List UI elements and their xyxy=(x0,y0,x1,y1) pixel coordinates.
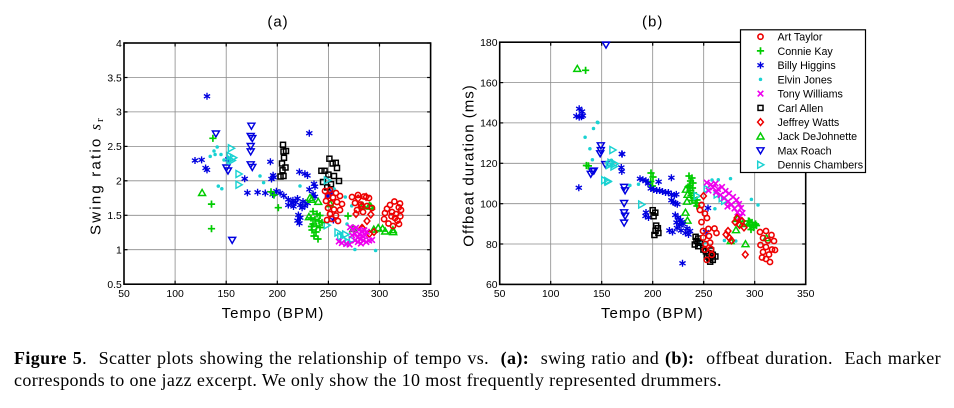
svg-text:150: 150 xyxy=(218,289,236,300)
svg-text:Tempo (BPM): Tempo (BPM) xyxy=(601,305,704,322)
svg-text:Billy Higgins: Billy Higgins xyxy=(778,60,836,72)
svg-text:2: 2 xyxy=(116,177,122,188)
svg-text:Jeffrey Watts: Jeffrey Watts xyxy=(778,117,840,129)
svg-text:350: 350 xyxy=(422,289,440,300)
svg-text:250: 250 xyxy=(320,289,338,300)
svg-text:3: 3 xyxy=(116,108,122,119)
svg-text:300: 300 xyxy=(746,289,764,300)
svg-text:3.5: 3.5 xyxy=(107,73,122,84)
svg-text:Offbeat duration (ms): Offbeat duration (ms) xyxy=(461,84,478,246)
svg-text:(b): (b) xyxy=(642,14,663,31)
svg-text:1.5: 1.5 xyxy=(107,211,122,222)
svg-text:180: 180 xyxy=(480,38,498,49)
svg-text:60: 60 xyxy=(486,280,498,291)
svg-text:Swing ratio sr: Swing ratio sr xyxy=(87,116,106,235)
svg-text:160: 160 xyxy=(480,78,498,89)
svg-text:Max Roach: Max Roach xyxy=(778,145,832,157)
svg-text:100: 100 xyxy=(166,289,184,300)
svg-text:250: 250 xyxy=(695,289,713,300)
svg-text:200: 200 xyxy=(269,289,287,300)
svg-text:0.5: 0.5 xyxy=(107,280,122,291)
svg-text:Elvin Jones: Elvin Jones xyxy=(778,74,833,86)
svg-text:80: 80 xyxy=(486,240,498,251)
svg-text:50: 50 xyxy=(494,289,506,300)
svg-text:2.5: 2.5 xyxy=(107,142,122,153)
svg-text:4: 4 xyxy=(116,39,122,50)
svg-text:120: 120 xyxy=(480,159,498,170)
svg-text:200: 200 xyxy=(644,289,662,300)
svg-text:50: 50 xyxy=(118,289,130,300)
svg-text:100: 100 xyxy=(542,289,560,300)
svg-text:Dennis Chambers: Dennis Chambers xyxy=(778,160,864,172)
svg-text:350: 350 xyxy=(797,289,815,300)
svg-text:(a): (a) xyxy=(267,14,288,31)
svg-text:Connie Kay: Connie Kay xyxy=(778,46,834,58)
svg-text:Carl Allen: Carl Allen xyxy=(778,103,824,115)
svg-text:Tony Williams: Tony Williams xyxy=(778,89,843,101)
svg-text:1: 1 xyxy=(116,246,122,257)
svg-text:Jack DeJohnette: Jack DeJohnette xyxy=(778,131,858,143)
svg-text:100: 100 xyxy=(480,200,498,211)
svg-text:150: 150 xyxy=(593,289,611,300)
svg-text:Tempo (BPM): Tempo (BPM) xyxy=(222,305,325,322)
svg-text:Art Taylor: Art Taylor xyxy=(778,32,823,44)
svg-text:140: 140 xyxy=(480,119,498,130)
svg-text:300: 300 xyxy=(371,289,389,300)
